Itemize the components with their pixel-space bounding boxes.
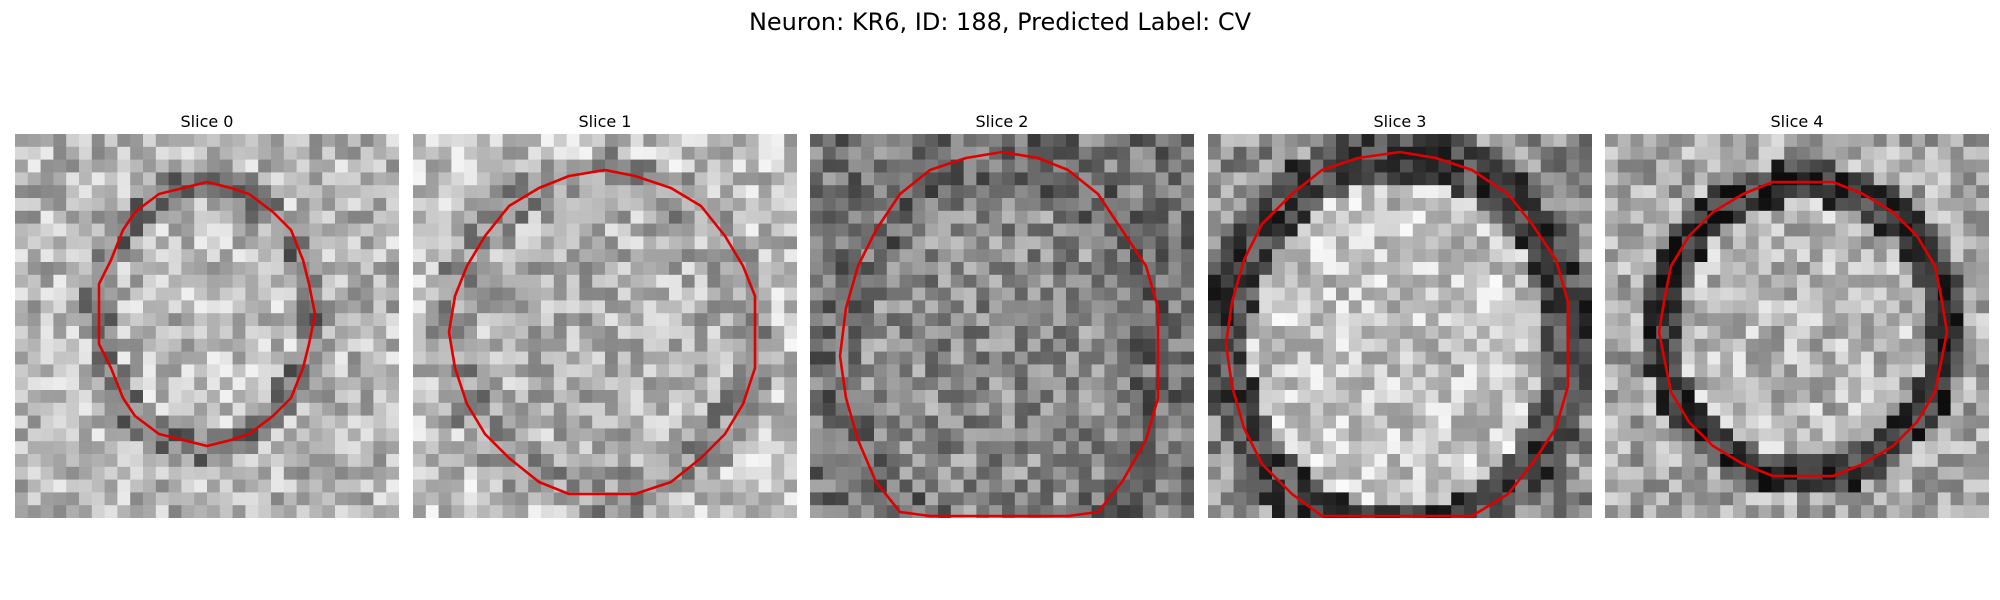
slice-title: Slice 0 bbox=[180, 112, 234, 131]
slice-panel: Slice 1 bbox=[413, 110, 797, 518]
slice-title: Slice 2 bbox=[975, 112, 1029, 131]
slice-title: Slice 1 bbox=[578, 112, 632, 131]
slice-image bbox=[1208, 134, 1592, 518]
slice-image bbox=[413, 134, 797, 518]
slice-panel: Slice 4 bbox=[1605, 110, 1989, 518]
slice-image bbox=[1605, 134, 1989, 518]
segmentation-contour bbox=[1224, 150, 1570, 518]
figure-title: Neuron: KR6, ID: 188, Predicted Label: C… bbox=[748, 8, 1252, 36]
slice-panel: Slice 3 bbox=[1208, 110, 1592, 518]
segmentation-contour bbox=[1657, 180, 1949, 478]
slice-panel: Slice 2 bbox=[810, 110, 1194, 518]
slice-panel: Slice 0 bbox=[15, 110, 399, 518]
segmentation-contour bbox=[97, 180, 317, 448]
segmentation-contour bbox=[447, 168, 757, 496]
segmentation-contour bbox=[838, 150, 1160, 518]
slice-title: Slice 4 bbox=[1770, 112, 1824, 131]
slice-title: Slice 3 bbox=[1373, 112, 1427, 131]
slice-image bbox=[15, 134, 399, 518]
slice-image bbox=[810, 134, 1194, 518]
